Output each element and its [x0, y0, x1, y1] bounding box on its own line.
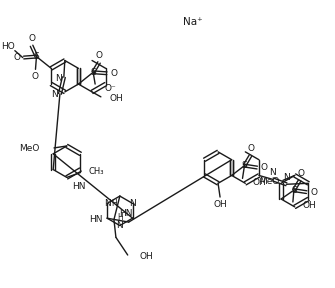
Text: O: O — [28, 34, 35, 43]
Text: N: N — [129, 199, 136, 208]
Text: N: N — [283, 173, 290, 182]
Text: O: O — [261, 163, 268, 172]
Text: O: O — [110, 69, 117, 78]
Text: O: O — [95, 51, 103, 60]
Text: CH₃: CH₃ — [88, 167, 104, 176]
Text: N: N — [269, 168, 276, 177]
Text: S: S — [34, 52, 39, 61]
Text: S: S — [242, 161, 247, 170]
Text: Na⁺: Na⁺ — [183, 17, 202, 27]
Text: OH: OH — [213, 200, 227, 209]
Text: O: O — [248, 144, 255, 154]
Text: O: O — [13, 53, 20, 62]
Text: HN: HN — [89, 215, 102, 224]
Text: MeO: MeO — [259, 177, 279, 186]
Text: H: H — [111, 199, 117, 208]
Text: H: H — [117, 213, 123, 222]
Text: N: N — [56, 74, 62, 83]
Text: O⁻: O⁻ — [105, 84, 117, 94]
Text: S: S — [90, 68, 96, 77]
Text: O: O — [310, 188, 317, 197]
Text: O: O — [297, 169, 304, 178]
Text: HN: HN — [72, 181, 86, 190]
Text: MeO: MeO — [19, 144, 39, 154]
Text: OH: OH — [252, 178, 266, 187]
Text: OH: OH — [110, 94, 124, 103]
Text: HN: HN — [119, 209, 132, 218]
Text: N: N — [104, 199, 111, 208]
Text: S: S — [291, 186, 297, 195]
Text: OH: OH — [139, 253, 153, 262]
Text: OH: OH — [303, 201, 317, 211]
Text: N: N — [117, 221, 123, 230]
Text: O: O — [32, 72, 39, 81]
Text: N: N — [52, 90, 58, 99]
Text: HO: HO — [1, 42, 15, 51]
